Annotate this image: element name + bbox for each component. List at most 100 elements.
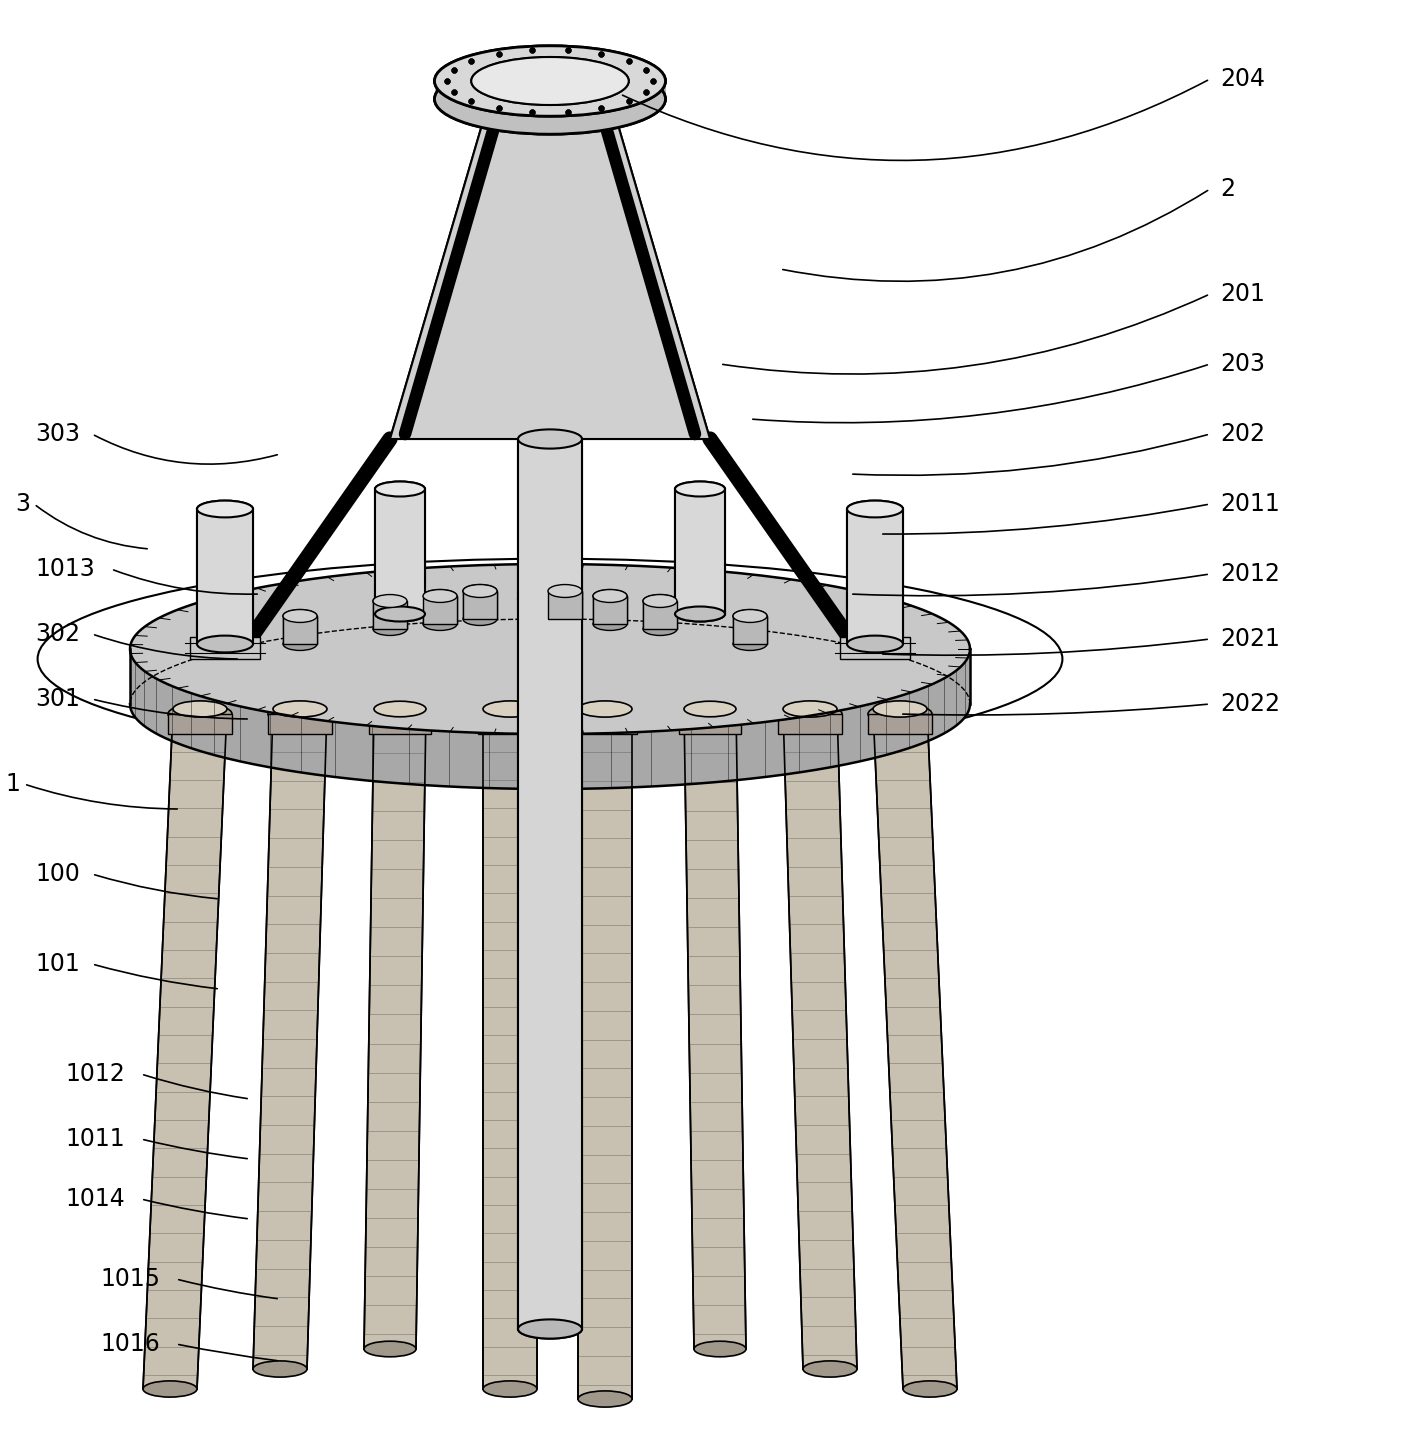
Ellipse shape bbox=[375, 607, 425, 622]
Text: 2021: 2021 bbox=[1221, 627, 1281, 651]
Ellipse shape bbox=[435, 64, 666, 135]
Ellipse shape bbox=[375, 607, 425, 622]
Polygon shape bbox=[684, 709, 746, 1349]
Ellipse shape bbox=[463, 613, 498, 626]
Bar bbox=[424, 596, 456, 625]
Ellipse shape bbox=[483, 1381, 538, 1397]
Polygon shape bbox=[143, 709, 227, 1390]
Ellipse shape bbox=[847, 636, 903, 652]
Bar bbox=[268, 714, 332, 735]
Ellipse shape bbox=[733, 638, 767, 651]
Text: 2012: 2012 bbox=[1221, 562, 1281, 585]
Text: 201: 201 bbox=[1221, 283, 1265, 306]
Bar bbox=[643, 601, 677, 629]
Bar bbox=[518, 439, 582, 1329]
Bar bbox=[840, 638, 910, 659]
Bar bbox=[374, 601, 406, 629]
Bar bbox=[369, 714, 431, 735]
Ellipse shape bbox=[272, 701, 327, 717]
Ellipse shape bbox=[733, 610, 767, 623]
Ellipse shape bbox=[435, 46, 666, 116]
Ellipse shape bbox=[847, 636, 903, 652]
Bar bbox=[733, 616, 767, 643]
Text: 1015: 1015 bbox=[100, 1266, 160, 1291]
Ellipse shape bbox=[643, 623, 677, 636]
Ellipse shape bbox=[674, 607, 724, 622]
Ellipse shape bbox=[783, 701, 837, 717]
Bar bbox=[847, 509, 903, 643]
Ellipse shape bbox=[143, 1381, 197, 1397]
Ellipse shape bbox=[424, 590, 456, 603]
Text: 301: 301 bbox=[36, 687, 80, 711]
Ellipse shape bbox=[424, 590, 456, 603]
Ellipse shape bbox=[518, 590, 582, 609]
Ellipse shape bbox=[197, 500, 252, 517]
Bar bbox=[573, 714, 637, 735]
Ellipse shape bbox=[593, 590, 627, 603]
Ellipse shape bbox=[374, 594, 406, 607]
Ellipse shape bbox=[733, 610, 767, 623]
Ellipse shape bbox=[478, 704, 542, 724]
Ellipse shape bbox=[282, 638, 317, 651]
Ellipse shape bbox=[674, 607, 724, 622]
Bar bbox=[674, 488, 724, 614]
Text: 2022: 2022 bbox=[1221, 693, 1281, 716]
Bar bbox=[674, 488, 724, 614]
Bar bbox=[733, 616, 767, 643]
Ellipse shape bbox=[197, 500, 252, 517]
Ellipse shape bbox=[197, 636, 252, 652]
Ellipse shape bbox=[593, 590, 627, 603]
Bar bbox=[168, 714, 232, 735]
Ellipse shape bbox=[643, 594, 677, 607]
Ellipse shape bbox=[573, 704, 637, 724]
Bar bbox=[375, 488, 425, 614]
Polygon shape bbox=[483, 709, 538, 1390]
Bar bbox=[374, 601, 406, 629]
Bar bbox=[518, 598, 582, 1329]
Ellipse shape bbox=[268, 704, 332, 724]
Polygon shape bbox=[873, 709, 957, 1390]
Ellipse shape bbox=[903, 1381, 957, 1397]
Ellipse shape bbox=[643, 594, 677, 607]
Ellipse shape bbox=[374, 701, 426, 717]
Polygon shape bbox=[130, 649, 970, 790]
Ellipse shape bbox=[518, 429, 582, 449]
Ellipse shape bbox=[518, 1320, 582, 1339]
Polygon shape bbox=[130, 564, 970, 735]
Ellipse shape bbox=[578, 701, 632, 717]
Polygon shape bbox=[578, 709, 632, 1398]
Ellipse shape bbox=[463, 584, 498, 597]
Ellipse shape bbox=[578, 1391, 632, 1407]
Ellipse shape bbox=[374, 623, 406, 636]
Text: 2: 2 bbox=[1221, 177, 1235, 201]
Bar bbox=[197, 509, 252, 643]
Polygon shape bbox=[435, 81, 666, 99]
Bar bbox=[593, 596, 627, 625]
Ellipse shape bbox=[548, 613, 582, 626]
Text: 302: 302 bbox=[36, 622, 80, 646]
Ellipse shape bbox=[369, 704, 431, 724]
Text: 1: 1 bbox=[6, 772, 20, 796]
Polygon shape bbox=[364, 709, 426, 1349]
Ellipse shape bbox=[375, 481, 425, 497]
Text: 1012: 1012 bbox=[66, 1062, 124, 1085]
Ellipse shape bbox=[694, 1342, 746, 1356]
Bar bbox=[847, 509, 903, 643]
Bar bbox=[518, 439, 582, 598]
Bar bbox=[190, 638, 260, 659]
Text: 203: 203 bbox=[1221, 352, 1265, 375]
Bar bbox=[424, 596, 456, 625]
Text: 1014: 1014 bbox=[66, 1187, 124, 1211]
Ellipse shape bbox=[282, 610, 317, 623]
Bar bbox=[197, 509, 252, 643]
Ellipse shape bbox=[424, 617, 456, 630]
Ellipse shape bbox=[435, 64, 666, 135]
Ellipse shape bbox=[679, 704, 742, 724]
Bar bbox=[282, 616, 317, 643]
Bar bbox=[548, 591, 582, 619]
Ellipse shape bbox=[173, 701, 227, 717]
Ellipse shape bbox=[374, 594, 406, 607]
Text: 101: 101 bbox=[36, 952, 80, 977]
Text: 303: 303 bbox=[36, 422, 80, 446]
Ellipse shape bbox=[684, 701, 736, 717]
